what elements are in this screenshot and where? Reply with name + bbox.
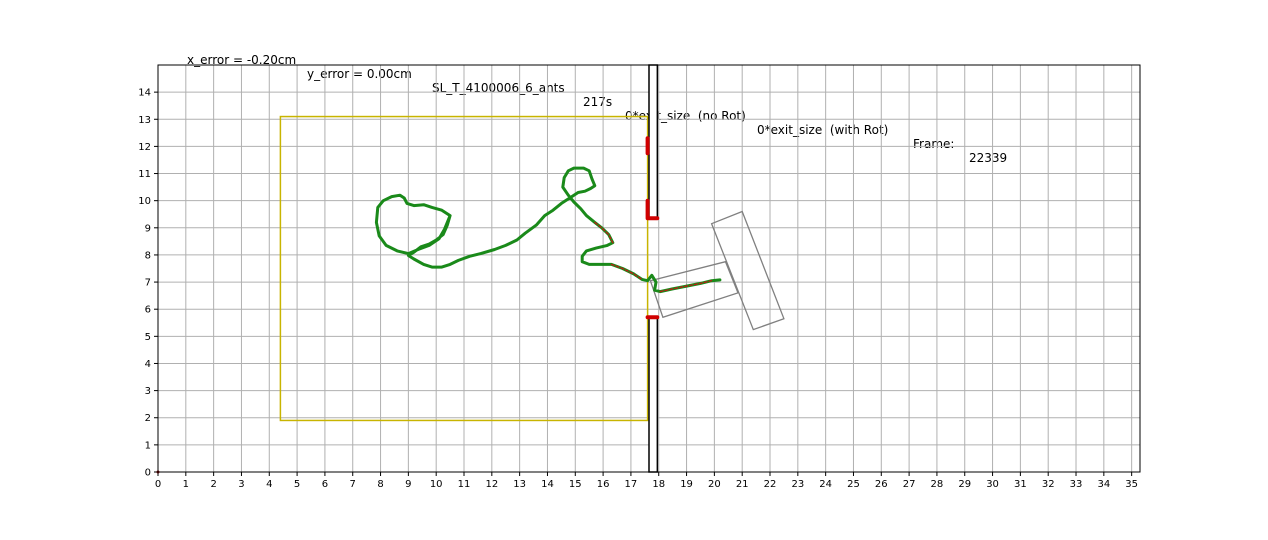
load-rectangle-0 xyxy=(710,210,785,331)
title-y-error: y_error = 0.00cm xyxy=(307,67,412,81)
x-tick-label-16: 16 xyxy=(597,479,610,490)
x-tick-label-23: 23 xyxy=(791,479,804,490)
x-tick-label-13: 13 xyxy=(513,479,526,490)
x-tick-label-30: 30 xyxy=(986,479,999,490)
wall-1 xyxy=(648,316,659,473)
x-tick-label-5: 5 xyxy=(294,479,300,490)
x-tick-label-24: 24 xyxy=(819,479,832,490)
load-rectangle-1 xyxy=(649,260,739,319)
x-tick-label-21: 21 xyxy=(736,479,749,490)
plot-frame xyxy=(157,64,1141,473)
tick-labels: 0 1 2 3 4 5 6 7 8 9 10 11 12 13 14 15 16 17 18 19 20 21 22 23 24… xyxy=(138,88,1138,490)
y-tick-label-0: 0 xyxy=(145,468,151,479)
x-tick-label-15: 15 xyxy=(569,479,582,490)
x-tick-label-8: 8 xyxy=(377,479,383,490)
title-with-rot: 0*exit_size (with Rot) xyxy=(757,123,889,137)
x-tick-label-25: 25 xyxy=(847,479,860,490)
x-tick-label-32: 32 xyxy=(1042,479,1055,490)
title-frame-label: Frame: xyxy=(913,137,955,151)
x-tick-label-29: 29 xyxy=(958,479,971,490)
x-tick-label-11: 11 xyxy=(458,479,471,490)
x-tick-label-10: 10 xyxy=(430,479,443,490)
x-tick-label-14: 14 xyxy=(541,479,554,490)
y-tick-label-14: 14 xyxy=(138,88,151,99)
trajectory-line xyxy=(374,166,722,294)
x-tick-label-33: 33 xyxy=(1070,479,1083,490)
title-frame-value: 22339 xyxy=(969,151,1008,165)
x-tick-label-4: 4 xyxy=(266,479,272,490)
wall-0 xyxy=(648,64,659,220)
trajectory-overlay-0 xyxy=(594,221,614,244)
x-tick-label-31: 31 xyxy=(1014,479,1027,490)
y-tick-label-10: 10 xyxy=(138,196,151,207)
geometry-layer xyxy=(156,64,785,474)
x-tick-label-0: 0 xyxy=(155,479,161,490)
x-tick-label-28: 28 xyxy=(931,479,944,490)
x-tick-label-20: 20 xyxy=(708,479,721,490)
x-tick-label-3: 3 xyxy=(238,479,244,490)
y-tick-label-4: 4 xyxy=(145,359,151,370)
title-x-error: x_error = -0.20cm xyxy=(187,53,297,67)
y-tick-label-12: 12 xyxy=(138,142,151,153)
x-tick-label-27: 27 xyxy=(903,479,916,490)
title-time: 217s xyxy=(583,95,613,109)
x-tick-label-7: 7 xyxy=(350,479,356,490)
x-tick-label-1: 1 xyxy=(183,479,189,490)
y-tick-label-5: 5 xyxy=(145,332,151,343)
x-tick-label-17: 17 xyxy=(625,479,638,490)
x-tick-label-12: 12 xyxy=(485,479,498,490)
arena-box xyxy=(279,115,649,422)
x-tick-label-2: 2 xyxy=(210,479,216,490)
x-tick-label-26: 26 xyxy=(875,479,888,490)
x-tick-label-34: 34 xyxy=(1097,479,1110,490)
y-tick-label-8: 8 xyxy=(145,250,151,261)
x-tick-label-22: 22 xyxy=(764,479,777,490)
trajectory-layer xyxy=(374,166,722,294)
x-tick-label-6: 6 xyxy=(322,479,328,490)
y-tick-label-11: 11 xyxy=(138,169,151,180)
trajectory-overlay-1 xyxy=(610,263,643,280)
y-tick-label-6: 6 xyxy=(145,305,151,316)
x-tick-label-19: 19 xyxy=(680,479,693,490)
x-tick-label-35: 35 xyxy=(1125,479,1138,490)
slit-marker-1 xyxy=(645,198,660,221)
y-tick-label-3: 3 xyxy=(145,386,151,397)
y-tick-label-13: 13 xyxy=(138,115,151,126)
x-tick-label-18: 18 xyxy=(652,479,665,490)
y-tick-label-2: 2 xyxy=(145,413,151,424)
trajectory-overlay-2 xyxy=(659,280,713,293)
y-tick-label-7: 7 xyxy=(145,278,151,289)
y-tick-label-9: 9 xyxy=(145,223,151,234)
x-tick-label-9: 9 xyxy=(405,479,411,490)
title-experiment-name: SL_T_4100006_6_ants xyxy=(432,81,565,95)
y-tick-label-1: 1 xyxy=(145,440,151,451)
